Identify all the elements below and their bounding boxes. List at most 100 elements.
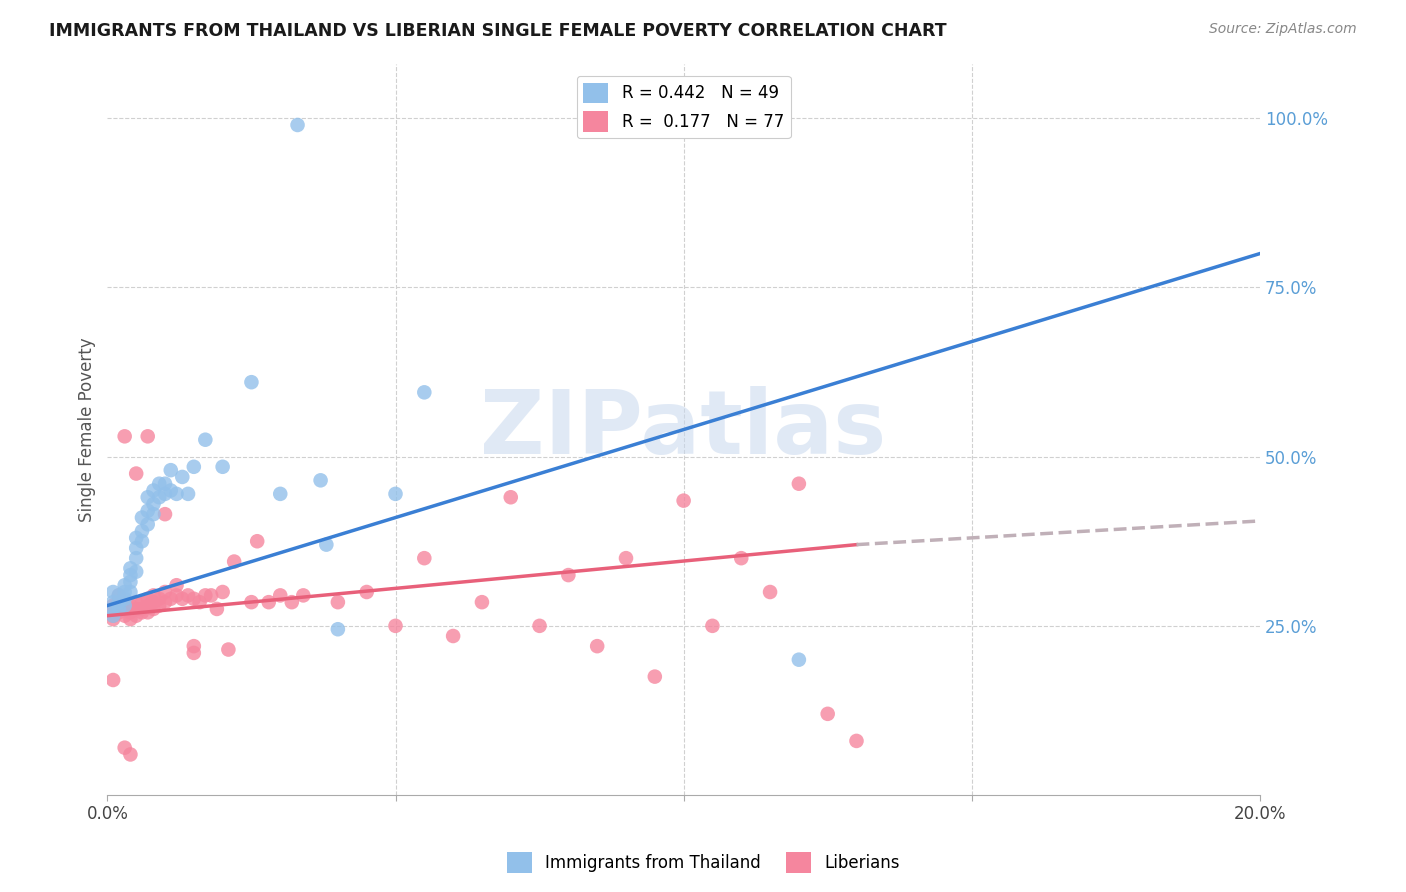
Point <box>471 595 494 609</box>
Point <box>114 740 136 755</box>
Legend: R = 0.442   N = 49, R =  0.177   N = 77: R = 0.442 N = 49, R = 0.177 N = 77 <box>576 76 790 138</box>
Point <box>217 642 239 657</box>
Point <box>287 118 309 132</box>
Point <box>136 591 159 606</box>
Point <box>159 483 181 498</box>
Point <box>101 612 124 626</box>
Point <box>108 588 131 602</box>
Point <box>142 588 165 602</box>
Point <box>787 476 810 491</box>
Point <box>120 599 142 613</box>
Point <box>148 476 170 491</box>
Point <box>120 605 142 619</box>
Point <box>177 588 200 602</box>
Point <box>114 599 136 613</box>
Point <box>125 608 148 623</box>
Point <box>108 595 131 609</box>
Point <box>183 459 205 474</box>
Point <box>413 551 436 566</box>
Point <box>166 487 188 501</box>
Point <box>153 476 176 491</box>
Point <box>246 534 269 549</box>
Point <box>108 602 131 616</box>
Point <box>114 585 136 599</box>
Text: Source: ZipAtlas.com: Source: ZipAtlas.com <box>1209 22 1357 37</box>
Point <box>153 585 176 599</box>
Point <box>172 591 194 606</box>
Text: ZIPatlas: ZIPatlas <box>481 386 887 473</box>
Point <box>114 429 136 443</box>
Point <box>787 653 810 667</box>
Point <box>101 585 124 599</box>
Point <box>120 585 142 599</box>
Point <box>159 591 181 606</box>
Point <box>101 595 124 609</box>
Point <box>413 385 436 400</box>
Point <box>845 734 868 748</box>
Point <box>240 375 263 389</box>
Point <box>159 463 181 477</box>
Point <box>131 510 153 524</box>
Point <box>101 605 124 619</box>
Point <box>356 585 378 599</box>
Point <box>177 487 200 501</box>
Point <box>101 673 124 687</box>
Point <box>148 490 170 504</box>
Point <box>120 561 142 575</box>
Point <box>384 619 406 633</box>
Point <box>205 602 228 616</box>
Point <box>136 599 159 613</box>
Point <box>125 541 148 555</box>
Point <box>672 493 695 508</box>
Point <box>131 605 153 619</box>
Point <box>120 574 142 589</box>
Point <box>224 555 246 569</box>
Point <box>211 459 233 474</box>
Point <box>269 487 291 501</box>
Point <box>557 568 579 582</box>
Point <box>269 588 291 602</box>
Point <box>166 578 188 592</box>
Point <box>292 588 315 602</box>
Point <box>125 602 148 616</box>
Point <box>131 524 153 538</box>
Point <box>136 517 159 532</box>
Point <box>108 605 131 619</box>
Point <box>183 646 205 660</box>
Point <box>194 433 217 447</box>
Point <box>614 551 637 566</box>
Point <box>131 602 153 616</box>
Y-axis label: Single Female Poverty: Single Female Poverty <box>79 337 96 522</box>
Point <box>211 585 233 599</box>
Point <box>142 602 165 616</box>
Point <box>172 470 194 484</box>
Point <box>131 534 153 549</box>
Point <box>817 706 839 721</box>
Legend: Immigrants from Thailand, Liberians: Immigrants from Thailand, Liberians <box>501 846 905 880</box>
Point <box>114 608 136 623</box>
Point <box>120 612 142 626</box>
Point <box>101 608 124 623</box>
Point <box>183 591 205 606</box>
Point <box>101 602 124 616</box>
Point <box>499 490 522 504</box>
Point <box>326 595 349 609</box>
Point <box>309 473 332 487</box>
Point <box>586 639 609 653</box>
Point <box>108 595 131 609</box>
Point <box>125 531 148 545</box>
Point <box>131 595 153 609</box>
Point <box>125 551 148 566</box>
Point <box>125 565 148 579</box>
Point <box>142 497 165 511</box>
Point <box>114 599 136 613</box>
Point <box>326 622 349 636</box>
Point <box>153 487 176 501</box>
Point <box>125 595 148 609</box>
Point <box>101 608 124 623</box>
Point <box>142 507 165 521</box>
Point <box>125 467 148 481</box>
Point <box>142 483 165 498</box>
Point <box>702 619 724 633</box>
Point <box>644 670 666 684</box>
